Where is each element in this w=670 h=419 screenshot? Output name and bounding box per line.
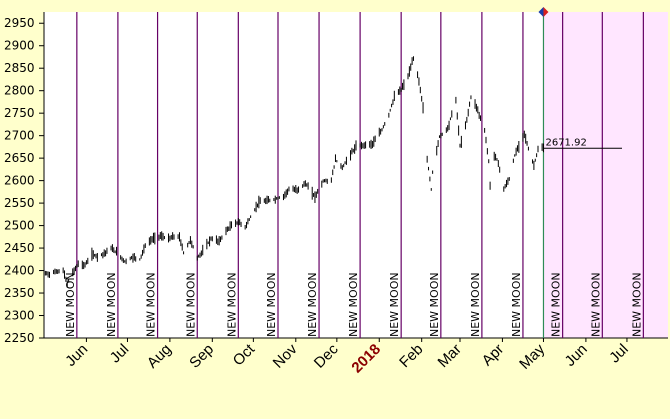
new-moon-label: NEW MOON <box>428 272 441 337</box>
y-tick-label: 2300 <box>4 309 35 323</box>
new-moon-label: NEW MOON <box>265 272 278 337</box>
x-tick-label: Apr <box>479 341 508 370</box>
x-tick-label: Oct <box>230 340 259 369</box>
y-tick-label: 2500 <box>4 219 35 233</box>
new-moon-label: NEW MOON <box>306 272 319 337</box>
x-tick-label: Feb <box>396 341 426 371</box>
new-moon-label: NEW MOON <box>105 272 118 337</box>
new-moon-label: NEW MOON <box>510 272 523 337</box>
y-tick-label: 2700 <box>4 129 35 143</box>
y-tick-label: 2950 <box>4 16 35 30</box>
new-moon-label: NEW MOON <box>225 272 238 337</box>
x-tick-label: Jun <box>562 341 591 370</box>
y-tick-label: 2600 <box>4 174 35 188</box>
y-tick-label: 2350 <box>4 286 35 300</box>
new-moon-label: NEW MOON <box>589 272 602 337</box>
last-price-label: 2671.92 <box>545 137 586 148</box>
forecast-region <box>543 12 668 338</box>
y-tick-label: 2750 <box>4 106 35 120</box>
current-date-diamond-left <box>538 7 544 17</box>
new-moon-label: NEW MOON <box>550 272 563 337</box>
new-moon-label: NEW MOON <box>630 272 643 337</box>
x-tick-label: Jun <box>62 341 91 370</box>
x-tick-label: Nov <box>270 340 301 371</box>
y-tick-label: 2550 <box>4 196 35 210</box>
x-tick-label: Jul <box>606 341 632 367</box>
y-tick-label: 2250 <box>4 331 35 345</box>
new-moon-label: NEW MOON <box>469 272 482 337</box>
x-tick-label: May <box>516 340 548 372</box>
x-tick-label: Mar <box>435 341 465 371</box>
y-tick-label: 2900 <box>4 39 35 53</box>
new-moon-label: NEW MOON <box>145 272 158 337</box>
y-tick-label: 2450 <box>4 241 35 255</box>
y-tick-label: 2850 <box>4 61 35 75</box>
x-tick-label: 2018 <box>348 341 384 377</box>
new-moon-label: NEW MOON <box>388 272 401 337</box>
current-date-diamond-right <box>543 7 549 17</box>
new-moon-label: NEW MOON <box>184 272 197 337</box>
new-moon-label: NEW MOON <box>347 272 360 337</box>
y-tick-label: 2400 <box>4 264 35 278</box>
new-moon-label: NEW MOON <box>64 272 77 337</box>
x-tick-label: Aug <box>144 341 175 372</box>
x-tick-label: Dec <box>311 340 342 371</box>
y-tick-label: 2800 <box>4 84 35 98</box>
x-tick-label: Sep <box>186 341 217 372</box>
x-tick-label: Jul <box>107 341 133 367</box>
y-tick-label: 2650 <box>4 151 35 165</box>
